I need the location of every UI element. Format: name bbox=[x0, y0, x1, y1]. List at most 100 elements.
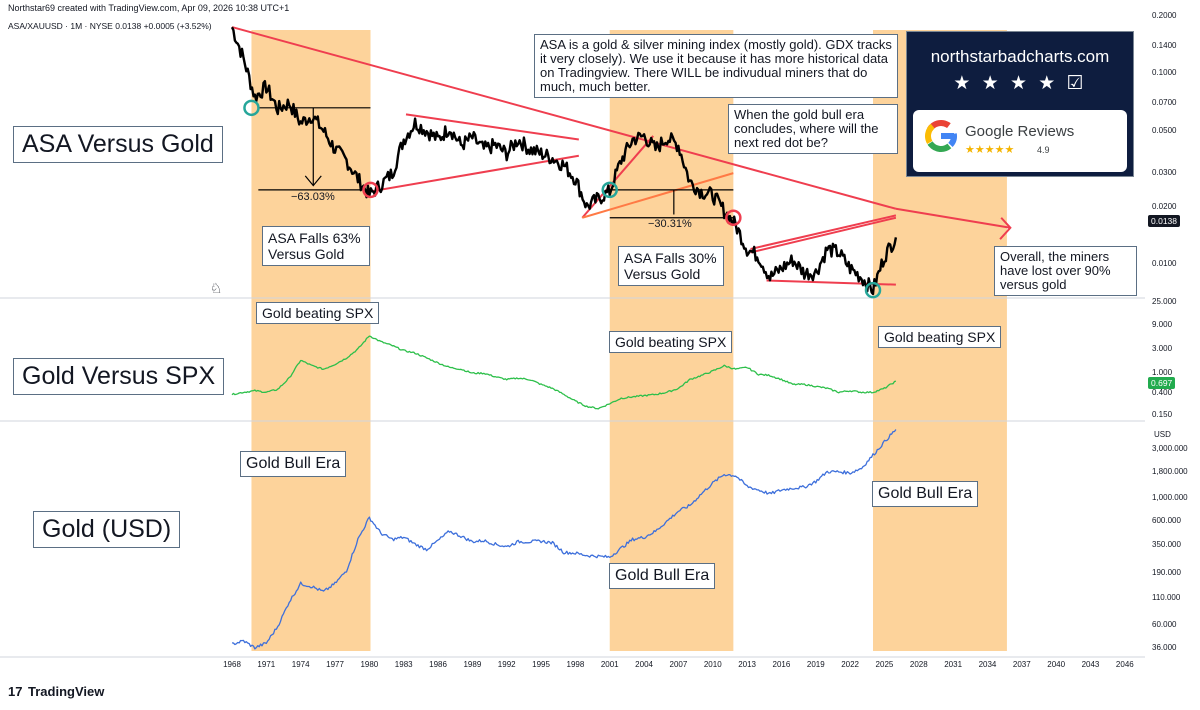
series-line-3 bbox=[231, 429, 897, 650]
main-downtrend-line bbox=[231, 26, 897, 210]
x-tick-1989: 1989 bbox=[463, 660, 482, 669]
google-reviews-label: Google Reviews bbox=[965, 123, 1075, 140]
red-dot-4 bbox=[725, 209, 742, 226]
panel-label-gold-spx: Gold Versus SPX bbox=[13, 358, 225, 395]
tag-gold-bull-era-1: Gold Bull Era bbox=[240, 451, 347, 477]
tag-gold-beating-spx-1: Gold beating SPX bbox=[256, 302, 380, 324]
x-tick-2010: 2010 bbox=[703, 660, 722, 669]
triangle-upper-line bbox=[405, 113, 579, 141]
y-tick-p1-0: 0.2000 bbox=[1152, 11, 1177, 21]
note-asa-description: ASA is a gold & silver mining index (mos… bbox=[534, 34, 898, 98]
y-tick-p2-1: 9.000 bbox=[1152, 319, 1173, 329]
y-tick-p2-4: 0.400 bbox=[1152, 388, 1173, 398]
x-tick-1986: 1986 bbox=[429, 660, 447, 669]
wedge-upper-line bbox=[581, 135, 654, 219]
green-dot-5 bbox=[864, 281, 882, 299]
y-tick-p3-3: 600.000 bbox=[1152, 516, 1181, 526]
x-tick-2022: 2022 bbox=[841, 660, 860, 669]
note-next-red-dot: When the gold bull era concludes, where … bbox=[728, 104, 898, 154]
x-tick-2025: 2025 bbox=[875, 660, 894, 669]
x-tick-2028: 2028 bbox=[909, 660, 928, 669]
x-tick-2046: 2046 bbox=[1115, 660, 1134, 669]
channel-upper-line-2 bbox=[750, 214, 897, 250]
x-tick-2016: 2016 bbox=[772, 660, 791, 669]
series-line-2 bbox=[231, 335, 897, 410]
x-tick-1992: 1992 bbox=[497, 660, 516, 669]
x-tick-1995: 1995 bbox=[532, 660, 550, 669]
y-tick-p3-8: 36.000 bbox=[1152, 642, 1177, 652]
y-tick-p1-3: 0.0700 bbox=[1152, 97, 1177, 107]
x-tick-2013: 2013 bbox=[738, 660, 756, 669]
x-tick-1974: 1974 bbox=[291, 660, 310, 669]
gold-bull-era-band-1 bbox=[251, 30, 371, 651]
x-tick-2040: 2040 bbox=[1047, 660, 1066, 669]
review-badge: northstarbadcharts.com ★ ★ ★ ★ ☑ Google … bbox=[906, 31, 1134, 177]
x-tick-2043: 2043 bbox=[1081, 660, 1100, 669]
y-tick-p3-4: 350.000 bbox=[1152, 540, 1181, 550]
x-tick-1983: 1983 bbox=[394, 660, 413, 669]
green-dot-3 bbox=[601, 181, 618, 199]
y-tick-p1-4: 0.0500 bbox=[1152, 125, 1177, 135]
google-g-icon bbox=[925, 120, 957, 152]
y-tick-p1-5: 0.0300 bbox=[1152, 168, 1177, 178]
x-tick-1971: 1971 bbox=[257, 660, 276, 669]
tag-gold-beating-spx-2: Gold beating SPX bbox=[609, 331, 733, 353]
trend-arrow-head bbox=[999, 217, 1012, 240]
x-tick-2007: 2007 bbox=[669, 660, 688, 669]
green-dot-1 bbox=[243, 99, 260, 117]
trend-extension-line bbox=[895, 207, 1011, 229]
y-tick-p2-0: 25.000 bbox=[1152, 297, 1177, 307]
tag-gold-beating-spx-3: Gold beating SPX bbox=[878, 326, 1002, 348]
triangle-lower-line bbox=[369, 154, 579, 193]
y-tick-p3-6: 110.000 bbox=[1152, 592, 1181, 602]
x-tick-2001: 2001 bbox=[600, 660, 619, 669]
y-tick-p3-1: 1,800.000 bbox=[1152, 466, 1188, 476]
y-tick-p1-1: 0.1400 bbox=[1152, 40, 1177, 50]
red-dot-2 bbox=[362, 181, 379, 199]
y-tick-p3-0: 3,000.000 bbox=[1152, 443, 1188, 453]
y-tick-p2-2: 3.000 bbox=[1152, 344, 1173, 354]
y-tick-p3-2: 1,000.000 bbox=[1152, 493, 1188, 503]
panel-label-asa: ASA Versus Gold bbox=[13, 126, 223, 163]
google-reviews-card: Google Reviews ★★★★★ 4.9 bbox=[913, 110, 1127, 172]
x-tick-1998: 1998 bbox=[566, 660, 585, 669]
x-tick-2037: 2037 bbox=[1012, 660, 1031, 669]
x-tick-2031: 2031 bbox=[944, 660, 963, 669]
pct-30: −30.31% bbox=[648, 218, 692, 230]
x-tick-2004: 2004 bbox=[635, 660, 653, 669]
asa-last-price-tag: 0.0138 bbox=[1148, 215, 1180, 227]
x-tick-2034: 2034 bbox=[978, 660, 997, 669]
review-rating: 4.9 bbox=[1037, 145, 1050, 155]
gold-spx-last-price-tag: 0.697 bbox=[1148, 377, 1176, 389]
tag-gold-bull-era-2: Gold Bull Era bbox=[609, 563, 716, 589]
measure-arrowhead-63 bbox=[304, 175, 322, 187]
y-tick-p1-2: 0.1000 bbox=[1152, 68, 1177, 78]
y-tick-p2-3: 1.000 bbox=[1152, 368, 1173, 378]
created-by-text: Northstar69 created with TradingView.com… bbox=[8, 3, 290, 13]
y-tick-p3-5: 190.000 bbox=[1152, 567, 1181, 577]
pct-63: −63.03% bbox=[291, 191, 335, 203]
series-line-1 bbox=[230, 26, 898, 296]
channel-upper-line bbox=[750, 216, 897, 254]
x-tick-1977: 1977 bbox=[326, 660, 344, 669]
review-stars: ★★★★★ bbox=[965, 144, 1015, 156]
y-tick-p1-7: 0.0100 bbox=[1152, 259, 1177, 269]
tradingview-logo: 17 TradingView bbox=[8, 684, 105, 699]
x-tick-2019: 2019 bbox=[806, 660, 825, 669]
tag-gold-bull-era-3: Gold Bull Era bbox=[872, 481, 979, 507]
note-asa-falls-63: ASA Falls 63% Versus Gold bbox=[262, 226, 370, 266]
y-tick-p3-7: 60.000 bbox=[1152, 619, 1177, 629]
wedge-lower-line bbox=[581, 172, 734, 219]
dino-icon[interactable]: ♘ bbox=[210, 280, 223, 296]
symbol-legend: ASA/XAUUSD · 1M · NYSE 0.0138 +0.0005 (+… bbox=[8, 21, 212, 31]
badge-stars: ★ ★ ★ ★ ☑ bbox=[953, 73, 1087, 94]
x-tick-1980: 1980 bbox=[360, 660, 379, 669]
note-asa-falls-30: ASA Falls 30% Versus Gold bbox=[618, 246, 724, 286]
y-tick-p1-6: 0.0200 bbox=[1152, 201, 1177, 211]
usd-axis-label: USD bbox=[1154, 430, 1171, 439]
badge-site-text: northstarbadcharts.com bbox=[930, 47, 1110, 66]
x-tick-1968: 1968 bbox=[223, 660, 241, 669]
y-tick-p2-5: 0.150 bbox=[1152, 409, 1173, 419]
note-overall-lost: Overall, the miners have lost over 90% v… bbox=[994, 246, 1137, 296]
